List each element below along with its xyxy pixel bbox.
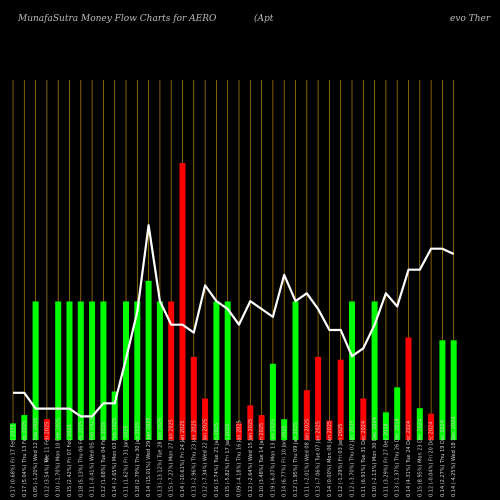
bar bbox=[213, 301, 220, 440]
chart-title-right: evo Ther bbox=[450, 14, 491, 24]
x-tick-label: 0.12 (-7.34%) Wed 22 Jan 2025 bbox=[203, 419, 209, 497]
x-tick-label: 0.11 (3.29%) Fri 27 Dec 2024 bbox=[383, 423, 389, 497]
bar bbox=[111, 391, 118, 440]
bar bbox=[371, 301, 378, 440]
x-tick-label: 0.13 (-7.06%) Tue 07 Jan 2025 bbox=[316, 421, 322, 497]
bar bbox=[326, 420, 333, 440]
x-tick-label: 0.12 (3.54%) Tue 11 Feb 2025 bbox=[44, 422, 50, 497]
bar bbox=[315, 356, 322, 440]
bar bbox=[303, 390, 310, 440]
x-tick-label: 0.18 (5.13%) Thu 06 Feb 2025 bbox=[78, 421, 84, 497]
x-tick-label: 0.12 (-0.04%) Fri 20 Dec 2024 bbox=[429, 422, 435, 497]
x-tick-label: 0.12 (1.95%) Thu 09 Jan 2025 bbox=[293, 422, 299, 497]
x-tick-label: 0.11 (-0.41%) Wed 05 Feb 2025 bbox=[90, 417, 96, 497]
x-tick-label: 0.11 (6.91%) Tue 31 Dec 2024 bbox=[361, 421, 367, 497]
x-tick-label: 0.14 (15.01%) Wed 29 Jan 2025 bbox=[146, 417, 152, 497]
x-tick-label: 0.15 (2.42%) Fri 07 Feb 2025 bbox=[67, 424, 73, 497]
bar bbox=[439, 340, 446, 440]
bar bbox=[337, 359, 344, 440]
x-tick-label: 0.14 (0.00%) Mon 06 Jan 2025 bbox=[327, 421, 333, 497]
x-tick-label: 0.12 (-1.29%) Fri 03 Jan 2025 bbox=[338, 424, 344, 497]
bar bbox=[10, 423, 16, 440]
x-tick-label: 0.14 (-4.25%) Wed 18 Dec 2024 bbox=[451, 417, 457, 497]
money-flow-line bbox=[13, 224, 455, 418]
x-tick-label: 0.16 (3.74%) Tue 21 Jan 2025 bbox=[214, 423, 220, 497]
chart-title: MunafaSutra Money Flow Charts for AERO bbox=[17, 14, 217, 24]
bar bbox=[360, 398, 367, 440]
x-tick-label: 0.14 (-10.61%) Fri 24 Jan 2025 bbox=[180, 420, 186, 497]
bar bbox=[416, 408, 423, 440]
x-tick-label: 0.10 (-1.70%) Mon 10 Feb 2025 bbox=[56, 418, 62, 497]
bar bbox=[77, 301, 84, 440]
x-tick-label: 0.11 (1.62%) Fri 31 Jan 2025 bbox=[124, 425, 130, 497]
x-tick-label: 0.10 (-2.13%) Mon 30 Dec 2024 bbox=[372, 417, 378, 497]
x-tick-label: 0.11 (-2.01%) Wed 08 Jan 2025 bbox=[304, 419, 310, 497]
bar bbox=[43, 419, 50, 440]
x-tick-label: 0.14 (2.27%) Thu 19 Dec 2024 bbox=[440, 420, 446, 497]
x-tick-label: 0.12 (-2.64%) Wed 15 Jan 2025 bbox=[248, 419, 254, 497]
bar bbox=[428, 413, 435, 440]
bar bbox=[168, 301, 175, 440]
x-tick-label: 0.17 (0.68%) Fri 17 Feb 2025 bbox=[11, 424, 17, 497]
x-tick-label: 0.12 (1.68%) Tue 04 Feb 2025 bbox=[101, 422, 107, 497]
bar bbox=[405, 337, 412, 440]
x-tick-label: 0.05 (-1.20%) Wed 12 Feb 2025 bbox=[33, 417, 39, 497]
bar bbox=[190, 356, 197, 440]
bar bbox=[236, 423, 242, 440]
x-tick-label: 0.12 (-3.70%) Thu 02 Jan 2025 bbox=[350, 420, 356, 497]
x-tick-label: 0.15 (-5.82%) Fri 17 Jan 2025 bbox=[225, 424, 231, 497]
x-tick-label: 0.17 (5.04%) Thu 13 Feb 2025 bbox=[22, 421, 28, 497]
bar bbox=[156, 301, 163, 440]
bar bbox=[349, 301, 355, 440]
bar bbox=[123, 301, 129, 440]
bar bbox=[55, 301, 62, 440]
bar bbox=[66, 301, 73, 440]
x-tick-label: 0.18 (2.79%) Thu 30 Jan 2025 bbox=[135, 422, 141, 497]
x-tick-label: 0.09 (-4.18%) Thu 16 Jan 2025 bbox=[237, 420, 243, 497]
bar bbox=[202, 398, 209, 440]
x-tick-labels: 0.17 (0.68%) Fri 17 Feb 2025 0.17 (5.04%)… bbox=[11, 417, 458, 497]
bar bbox=[89, 301, 96, 440]
bar bbox=[258, 415, 265, 440]
x-tick-label: 0.14 (4.31%) Tue 24 Dec 2024 bbox=[406, 421, 412, 497]
bar-series bbox=[10, 163, 457, 440]
y-axis-label: $ bbox=[44, 456, 48, 464]
x-tick-label: 0.14 (6.77%) Fri 10 Jan 2025 bbox=[282, 425, 288, 497]
bar bbox=[179, 163, 186, 440]
bar bbox=[224, 301, 231, 440]
x-tick-label: 0.13 (-2.96%) Thu 23 Jan 2025 bbox=[191, 420, 197, 497]
bar bbox=[450, 340, 457, 440]
x-tick-label: 0.13 (-1.37%) Thu 26 Dec 2024 bbox=[395, 418, 401, 497]
bar bbox=[292, 301, 299, 440]
x-tick-label: 0.15 (-7.27%) Mon 27 Jan 2025 bbox=[169, 419, 175, 497]
bar bbox=[21, 415, 28, 440]
bar bbox=[145, 280, 152, 440]
bar bbox=[382, 412, 389, 440]
x-tick-label: 0.10 (3.48%) Tue 14 Jan 2025 bbox=[259, 423, 265, 497]
bar bbox=[269, 363, 276, 440]
bar bbox=[100, 301, 107, 440]
bar bbox=[32, 301, 39, 440]
bar bbox=[394, 387, 401, 440]
x-tick-label: 0.15 (8.95%) Mon 23 Dec 2024 bbox=[417, 419, 423, 497]
x-tick-label: 0.13 (-13.12%) Tue 28 Jan 2025 bbox=[157, 418, 163, 497]
x-tick-label: 0.14 (-2.65%) Mon 03 Feb 2025 bbox=[112, 418, 118, 497]
bar bbox=[281, 419, 288, 440]
bar bbox=[247, 405, 254, 440]
chart-title-suffix: (Apt bbox=[254, 13, 274, 24]
bar bbox=[134, 301, 141, 440]
x-tick-label: 0.19 (-6.07%) Mon 13 Jan 2025 bbox=[270, 419, 276, 497]
